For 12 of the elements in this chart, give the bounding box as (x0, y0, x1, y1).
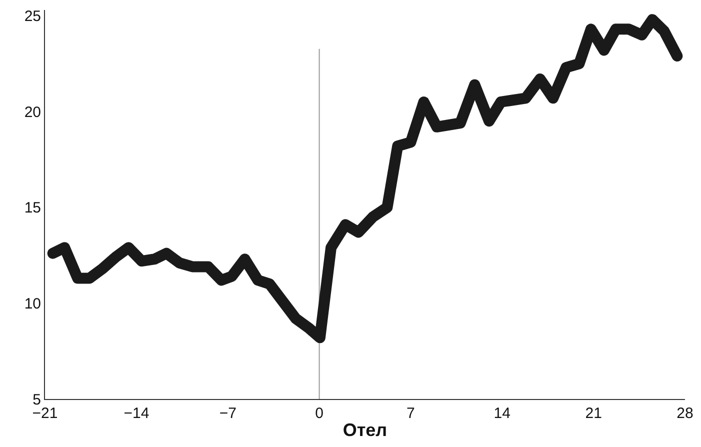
y-tick-label: 25 (24, 8, 41, 25)
x-tick-label: −14 (124, 405, 150, 422)
y-tick-label: 10 (24, 295, 41, 312)
y-tick-label: 20 (24, 104, 41, 121)
x-tick-label: −7 (219, 405, 236, 422)
x-axis-title: Отел (342, 420, 388, 440)
x-tick-label: 14 (494, 405, 510, 422)
x-tick-label: 28 (676, 405, 694, 422)
x-tick-label: 7 (406, 405, 415, 422)
y-tick-label: 15 (24, 200, 41, 217)
x-tick-label: 21 (585, 405, 602, 422)
x-tick-label: 0 (315, 405, 324, 422)
